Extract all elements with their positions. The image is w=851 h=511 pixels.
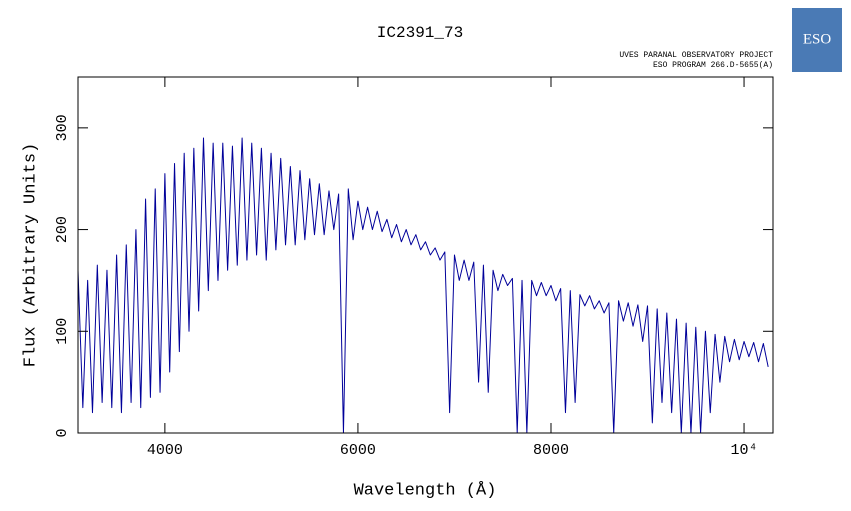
- y-tick-label: 200: [54, 216, 71, 243]
- x-tick-label: 8000: [533, 442, 569, 459]
- logo-box: [792, 8, 842, 72]
- chart-title: IC2391_73: [377, 24, 463, 42]
- subtitle: UVES PARANAL OBSERVATORY PROJECT: [619, 51, 773, 60]
- logo-text: ESO: [803, 31, 832, 47]
- x-tick-label: 4000: [147, 442, 183, 459]
- spectrum-line: [77, 137, 769, 434]
- x-tick-label: 10⁴: [731, 442, 758, 459]
- x-tick-label: 6000: [340, 442, 376, 459]
- y-tick-label: 300: [54, 114, 71, 141]
- x-axis-label: Wavelength (Å): [354, 481, 497, 500]
- subtitle: ESO PROGRAM 266.D-5655(A): [653, 61, 773, 70]
- y-tick-label: 0: [54, 428, 71, 437]
- logo: ESO: [792, 8, 842, 72]
- y-axis-label: Flux (Arbitrary Units): [21, 143, 40, 367]
- y-tick-label: 100: [54, 318, 71, 345]
- plot-area: [77, 137, 769, 434]
- plot-frame: [77, 76, 774, 434]
